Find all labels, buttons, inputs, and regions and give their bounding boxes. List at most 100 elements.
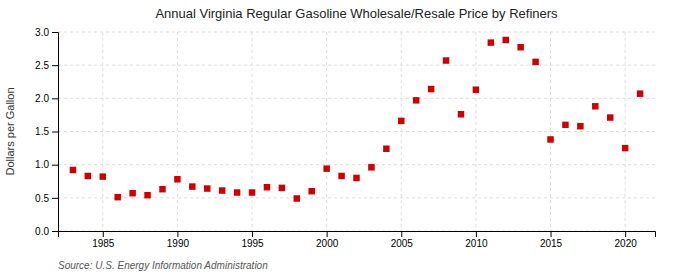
tick: 1990 — [167, 231, 190, 249]
tick-label: 0.0 — [35, 226, 49, 237]
tick: 1985 — [92, 231, 115, 249]
grid-line — [58, 131, 655, 132]
point — [204, 185, 210, 191]
tick-mark — [52, 98, 58, 99]
tick-mark — [103, 231, 104, 237]
tick: 2010 — [465, 231, 488, 249]
tick-mark — [401, 231, 402, 237]
tick-label: 1995 — [241, 238, 264, 249]
point — [159, 186, 165, 192]
tick-mark — [327, 231, 328, 237]
tick-label: 1.5 — [35, 126, 49, 137]
point — [279, 185, 285, 191]
grid-line — [58, 164, 655, 165]
tick-mark — [551, 231, 552, 237]
point — [294, 195, 300, 201]
tick-label: 2015 — [540, 238, 563, 249]
tick: 2000 — [316, 231, 339, 249]
grid-line — [475, 32, 476, 231]
tick-label: 0.5 — [35, 193, 49, 204]
point — [398, 118, 404, 124]
point — [592, 103, 598, 109]
point — [249, 189, 255, 195]
tick: 0.5 — [35, 193, 58, 204]
point — [234, 189, 240, 195]
grid-line — [326, 32, 327, 231]
grid-line — [58, 98, 655, 99]
tick: 0.0 — [35, 226, 58, 237]
tick-mark — [252, 231, 253, 237]
point — [338, 173, 344, 179]
x-axis: 1985 1990 1995 2000 2005 2010 2015 2020 — [59, 231, 656, 249]
tick-mark — [52, 132, 58, 133]
y-axis-title: Dollars per Gallon — [4, 87, 16, 175]
tick-label: 1985 — [92, 238, 115, 249]
tick-label: 2020 — [615, 238, 638, 249]
tick-mark — [52, 198, 58, 199]
point — [517, 44, 523, 50]
point — [503, 37, 509, 43]
chart: 1985 1990 1995 2000 2005 2010 2015 2020 0.0 0.5 1.… — [0, 0, 675, 275]
grid-line — [401, 32, 402, 231]
point — [458, 111, 464, 117]
point — [114, 194, 120, 200]
point — [129, 190, 135, 196]
point — [383, 146, 389, 152]
point — [189, 183, 195, 189]
source: Source: U.S. Energy Information Administ… — [58, 260, 268, 271]
axis-line — [59, 232, 656, 238]
grid-line — [252, 32, 253, 231]
tick-label: 1.0 — [35, 159, 49, 170]
tick: 1.5 — [35, 126, 58, 137]
point — [100, 173, 106, 179]
point — [532, 59, 538, 65]
tick: 1995 — [241, 231, 264, 249]
tick-label: 2005 — [391, 238, 414, 249]
grid-line — [102, 32, 103, 231]
point — [308, 188, 314, 194]
tick-label: 1990 — [167, 238, 190, 249]
tick-mark — [52, 165, 58, 166]
tick-mark — [52, 65, 58, 66]
point — [547, 136, 553, 142]
tick: 1.0 — [35, 159, 58, 170]
point — [85, 173, 91, 179]
tick-mark — [476, 231, 477, 237]
point — [353, 175, 359, 181]
axis-line — [52, 33, 59, 232]
grid-line — [625, 32, 626, 231]
tick-label: 3.0 — [35, 27, 49, 38]
tick: 2020 — [615, 231, 638, 249]
point — [413, 97, 419, 103]
tick-mark — [52, 231, 58, 232]
tick: 2005 — [391, 231, 414, 249]
point — [443, 57, 449, 63]
tick-mark — [52, 32, 58, 33]
tick-label: 2010 — [465, 238, 488, 249]
point — [144, 192, 150, 198]
tick-mark — [625, 231, 626, 237]
tick-label: 2000 — [316, 238, 339, 249]
point — [264, 184, 270, 190]
tick: 2.5 — [35, 60, 58, 71]
tick-mark — [177, 231, 178, 237]
point — [428, 86, 434, 92]
point — [70, 167, 76, 173]
point — [607, 114, 613, 120]
title: Annual Virginia Regular Gasoline Wholesa… — [155, 6, 558, 21]
tick: 2.0 — [35, 93, 58, 104]
points — [70, 37, 644, 202]
tick: 2015 — [540, 231, 563, 249]
grid — [58, 32, 655, 231]
y-axis: 0.0 0.5 1.0 1.5 2.0 2.5 3.0 — [35, 27, 58, 237]
point — [562, 122, 568, 128]
point — [473, 86, 479, 92]
tick: 3.0 — [35, 27, 58, 38]
point — [323, 165, 329, 171]
point — [219, 187, 225, 193]
grid-line — [58, 65, 655, 66]
grid-line — [177, 32, 178, 231]
point — [622, 145, 628, 151]
point — [368, 164, 374, 170]
grid-line — [58, 32, 655, 33]
